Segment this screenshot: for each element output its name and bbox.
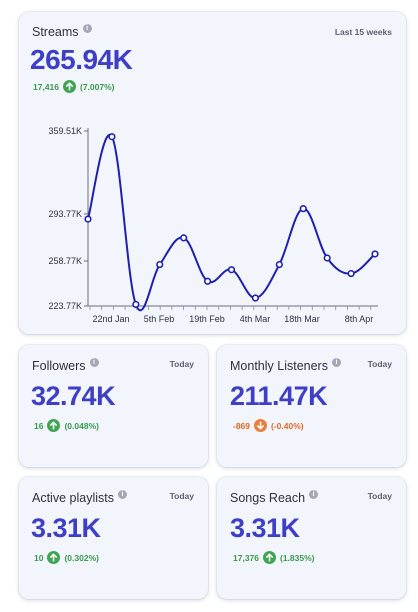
data-point: [132, 300, 140, 309]
data-point: [299, 205, 307, 213]
streams-title-label: Streams: [32, 25, 79, 39]
followers-delta: 16 (0.048%): [34, 419, 99, 432]
songs-reach-delta: 17,376 (1.835%): [233, 551, 315, 564]
monthly-listeners-period: Today: [367, 359, 392, 369]
data-point: [180, 234, 188, 242]
active-playlists-delta-pct: (0.302%): [64, 552, 99, 563]
arrow-up-icon: [263, 551, 276, 564]
monthly-listeners-delta-pct: (-0.40%): [271, 420, 304, 431]
songs-reach-delta-value: 17,376: [233, 552, 259, 563]
songs-reach-period: Today: [367, 491, 392, 501]
streams-title: Streams i: [32, 23, 92, 39]
monthly-listeners-delta: -869 (-0.40%): [233, 419, 304, 432]
songs-reach-card: Songs Reach i Today 3.31K 17,376 (1.835%…: [217, 477, 406, 599]
streams-card: Streams i Last 15 weeks 265.94K 17,416 (…: [19, 12, 406, 334]
arrow-up-icon: [47, 419, 61, 432]
chart-labels: 359.51K 293.77K 258.77K 223.77K 22nd Jan 5th …: [48, 126, 373, 324]
active-playlists-delta: 10 (0.302%): [34, 551, 99, 564]
followers-period: Today: [169, 359, 194, 369]
info-icon[interactable]: i: [331, 357, 341, 367]
followers-title-label: Followers: [32, 359, 86, 373]
y-tick-label: 359.51K: [48, 126, 82, 136]
y-tick-label: 223.77K: [48, 301, 82, 311]
x-tick-label: 18th Mar: [284, 314, 320, 324]
data-point: [108, 133, 116, 141]
monthly-listeners-delta-value: -869: [233, 420, 251, 431]
data-point: [371, 250, 379, 258]
data-point: [251, 294, 260, 302]
data-point: [347, 269, 355, 278]
y-tick-label: 258.77K: [48, 256, 82, 266]
monthly-listeners-value: 211.47K: [230, 381, 328, 411]
active-playlists-delta-value: 10: [34, 552, 44, 563]
arrow-up-icon: [47, 551, 61, 564]
y-tick-label: 293.77K: [48, 209, 82, 219]
active-playlists-period: Today: [169, 491, 194, 501]
songs-reach-title-label: Songs Reach: [230, 491, 306, 505]
monthly-listeners-title: Monthly Listeners i: [230, 357, 341, 373]
songs-reach-title: Songs Reach i: [230, 489, 319, 505]
x-tick-label: 5th Feb: [144, 314, 175, 324]
streams-delta-value: 17,416: [33, 81, 59, 92]
x-tick-label: 8th Apr: [345, 314, 374, 324]
x-tick-label: 19th Feb: [189, 314, 225, 324]
streams-value: 265.94K: [30, 44, 133, 75]
monthly-listeners-title-label: Monthly Listeners: [230, 359, 328, 373]
data-point: [84, 215, 92, 223]
info-icon[interactable]: i: [309, 489, 319, 499]
followers-delta-pct: (0.048%): [64, 420, 99, 431]
data-point: [156, 260, 164, 269]
data-point: [275, 260, 283, 269]
x-tick-label: 22nd Jan: [92, 314, 129, 324]
songs-reach-value: 3.31K: [230, 513, 300, 543]
active-playlists-value: 3.31K: [31, 513, 101, 543]
streams-period: Last 15 weeks: [334, 27, 392, 37]
info-icon[interactable]: i: [117, 489, 127, 499]
followers-card: Followers i Today 32.74K 16 (0.048%): [19, 345, 208, 467]
streams-delta-pct: (7.007%): [80, 81, 115, 92]
active-playlists-title-label: Active playlists: [32, 491, 114, 505]
followers-title: Followers i: [32, 357, 99, 373]
streams-series-line: [87, 133, 376, 312]
followers-value: 32.74K: [31, 381, 116, 411]
songs-reach-delta-pct: (1.835%): [280, 552, 315, 563]
data-point: [203, 277, 212, 285]
monthly-listeners-card: Monthly Listeners i Today 211.47K -869 (…: [217, 345, 406, 467]
x-tick-label: 4th Mar: [240, 314, 271, 324]
active-playlists-title: Active playlists i: [32, 489, 127, 505]
streams-line-chart: 359.51K 293.77K 258.77K 223.77K 22nd Jan 5th …: [48, 126, 379, 324]
data-point: [227, 266, 236, 274]
data-point: [323, 254, 331, 262]
info-icon[interactable]: i: [82, 23, 92, 33]
streams-delta: 17,416 (7.007%): [33, 80, 115, 93]
followers-delta-value: 16: [34, 420, 44, 431]
chart-series: [84, 133, 379, 312]
active-playlists-card: Active playlists i Today 3.31K 10 (0.302…: [19, 477, 208, 599]
arrow-up-icon: [63, 80, 76, 93]
info-icon[interactable]: i: [89, 357, 99, 367]
chart-axes: [84, 128, 378, 310]
arrow-down-icon: [254, 419, 268, 432]
